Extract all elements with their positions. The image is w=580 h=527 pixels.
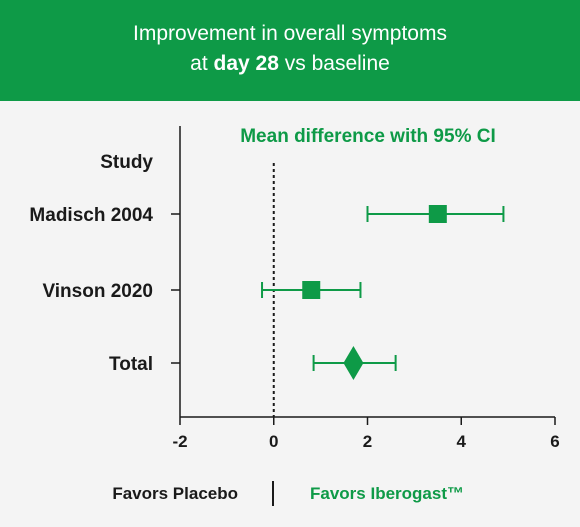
column-header: Study bbox=[100, 152, 153, 173]
x-tick-label: 0 bbox=[269, 432, 278, 451]
title-suffix: vs baseline bbox=[284, 52, 390, 75]
study-row: Vinson 2020 bbox=[42, 281, 362, 302]
x-tick-label: 2 bbox=[363, 432, 372, 451]
point-estimate-square bbox=[302, 281, 321, 299]
point-estimate-square bbox=[428, 205, 447, 223]
footer-left: Favors Placebo bbox=[112, 484, 238, 503]
x-tick-label: -2 bbox=[172, 432, 187, 451]
footer-right: Favors Iberogast™ bbox=[310, 484, 464, 503]
title-line-2: at day 28 vs baseline bbox=[0, 49, 580, 79]
axes: -2 0 2 4 6 bbox=[172, 126, 560, 451]
x-tick-label: 4 bbox=[457, 432, 467, 451]
row-label: Total bbox=[109, 354, 153, 375]
chart-subtitle: Mean difference with 95% CI bbox=[240, 126, 496, 147]
rows: Madisch 2004 Vinson 2020 Total bbox=[29, 205, 505, 380]
row-label: Madisch 2004 bbox=[29, 205, 153, 226]
x-tick-label: 6 bbox=[550, 432, 559, 451]
footer: Favors Placebo Favors Iberogast™ bbox=[112, 481, 464, 506]
study-row: Madisch 2004 bbox=[29, 205, 505, 226]
title-prefix: at bbox=[190, 52, 208, 75]
title-banner: Improvement in overall symptoms at day 2… bbox=[0, 0, 580, 101]
study-row: Total bbox=[109, 346, 397, 380]
forest-plot: Mean difference with 95% CI Study -2 0 2 4 6… bbox=[29, 126, 560, 506]
row-label: Vinson 2020 bbox=[42, 281, 153, 302]
title-line-1: Improvement in overall symptoms bbox=[133, 22, 447, 45]
pooled-estimate-diamond bbox=[343, 346, 364, 380]
title-bold: day 28 bbox=[213, 52, 279, 75]
